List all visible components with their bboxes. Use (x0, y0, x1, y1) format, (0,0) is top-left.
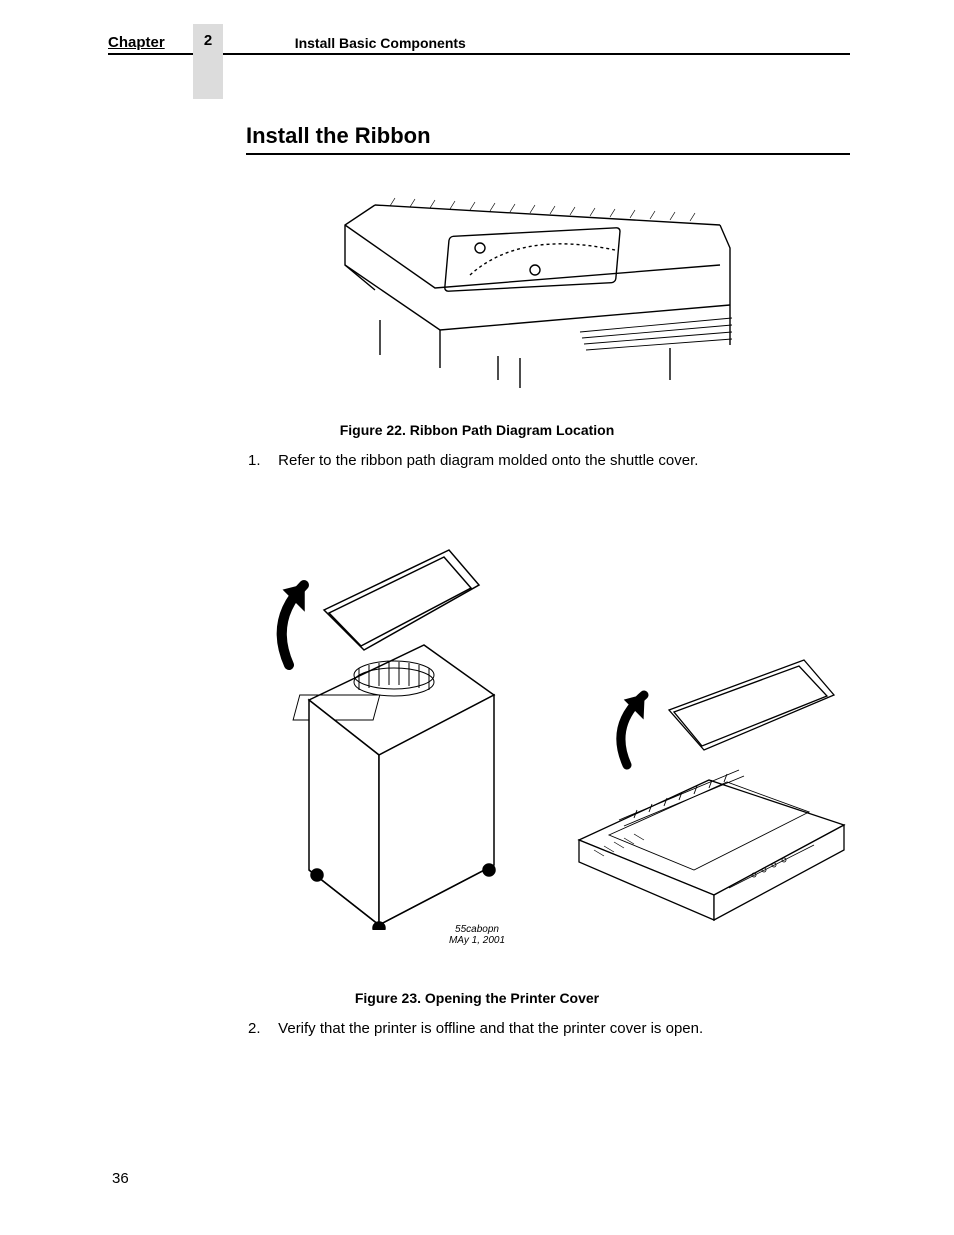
step-2-number: 2. (248, 1020, 274, 1037)
breadcrumb: Install Basic Components (295, 35, 466, 51)
section-title: Install the Ribbon (246, 123, 431, 148)
page: Chapter 2 Install Basic Components Insta… (0, 0, 954, 1235)
page-header: Chapter 2 Install Basic Components (108, 34, 850, 55)
header-row: Chapter 2 Install Basic Components (108, 34, 850, 51)
figure-22-caption: Figure 22. Ribbon Path Diagram Location (0, 422, 954, 438)
figure-note-line1: 55cabopn (455, 924, 499, 935)
ribbon-path-diagram-icon (320, 170, 740, 400)
step-1: 1. Refer to the ribbon path diagram mold… (248, 452, 834, 469)
step-2: 2. Verify that the printer is offline an… (248, 1020, 834, 1037)
page-number: 36 (112, 1170, 129, 1187)
figure-23-caption: Figure 23. Opening the Printer Cover (0, 990, 954, 1006)
section-title-bar: Install the Ribbon (246, 123, 850, 155)
chapter-number-box: 2 (193, 24, 223, 99)
chapter-number: 2 (204, 32, 212, 49)
printer-cover-open-icon (248, 530, 850, 930)
chapter-label: Chapter (108, 34, 165, 51)
figure-23-note: 55cabopn MAy 1, 2001 (0, 924, 954, 946)
figure-note-line2: MAy 1, 2001 (449, 935, 505, 946)
figure-22-illustration (320, 170, 740, 400)
step-2-text: Verify that the printer is offline and t… (278, 1020, 703, 1037)
step-1-number: 1. (248, 452, 274, 469)
figure-23-illustration (248, 530, 850, 930)
step-1-text: Refer to the ribbon path diagram molded … (278, 452, 698, 469)
